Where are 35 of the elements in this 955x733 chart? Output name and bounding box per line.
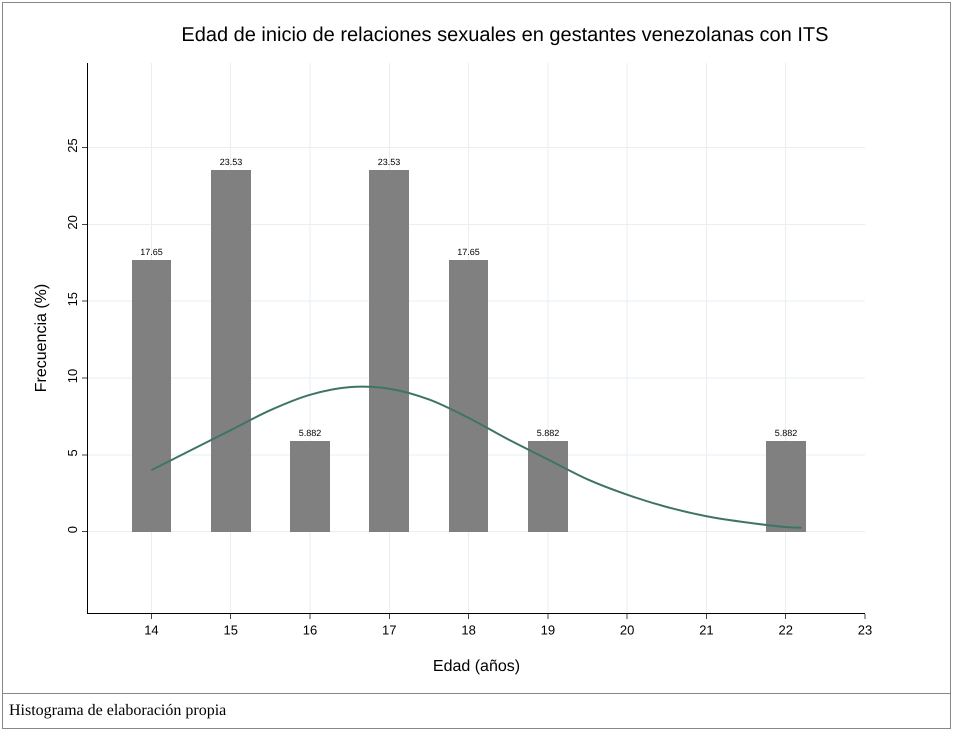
x-tick-label: 15 (223, 622, 238, 638)
x-tick-label: 14 (144, 622, 159, 638)
bar (132, 260, 171, 532)
y-tick-label: 0 (64, 526, 80, 534)
line-series (150, 386, 803, 529)
data-label: 5.882 (298, 428, 322, 438)
data-label: 5.882 (536, 428, 560, 438)
x-tick-label: 20 (620, 622, 634, 638)
y-axis-title: Frecuencia (%) (33, 284, 50, 392)
bar (290, 441, 330, 532)
y-tick-label: 10 (64, 368, 80, 384)
x-tick-label: 19 (540, 622, 556, 638)
data-label: 23.53 (378, 157, 400, 167)
data-label: 17.65 (457, 247, 480, 257)
data-label: 17.65 (140, 247, 163, 257)
x-tick-label: 17 (382, 622, 397, 638)
text: Histograma de elaboración propia (3, 693, 950, 728)
bar (449, 260, 488, 532)
x-tick-label: 23 (858, 622, 872, 638)
x-tick-label: 18 (461, 622, 476, 638)
y-tick-label: 15 (64, 292, 80, 306)
data-label: 5.882 (774, 428, 798, 438)
y-tick-label: 20 (64, 215, 80, 230)
bar (369, 170, 409, 532)
x-tick-label: 16 (302, 622, 318, 638)
y-tick-label: 25 (64, 138, 80, 153)
y-tick-label: 5 (64, 449, 80, 456)
x-tick-label: 22 (778, 622, 793, 638)
bar (766, 441, 806, 532)
x-tick-label: 21 (699, 622, 714, 638)
x-axis-title: Edad (años) (432, 658, 520, 675)
bar (211, 170, 251, 532)
bar (528, 441, 568, 532)
chart-title: Edad de inicio de relaciones sexuales en gestantes venezolanas con ITS (181, 24, 828, 46)
data-label: 23.53 (220, 157, 242, 167)
